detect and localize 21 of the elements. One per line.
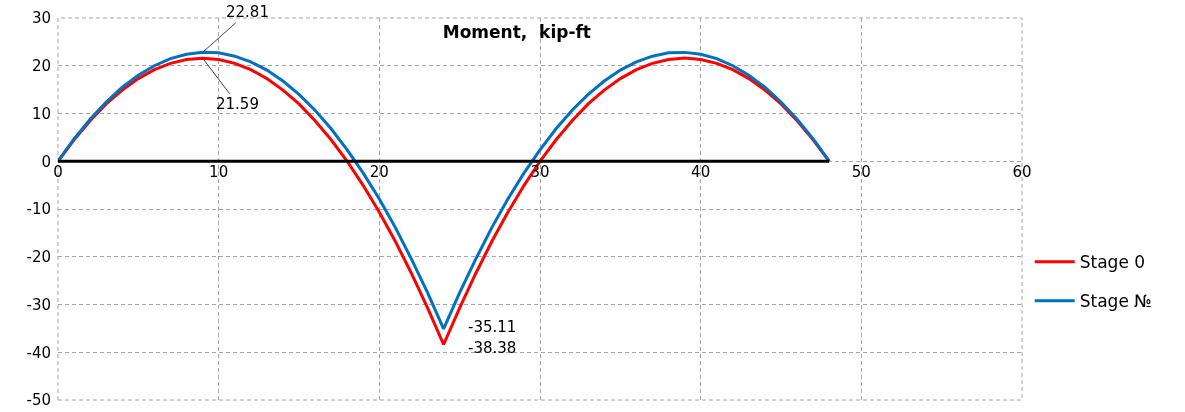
- data-label: -35.11: [468, 318, 517, 336]
- x-tick-label: 0: [53, 163, 63, 182]
- x-tick-label: 20: [369, 163, 389, 182]
- data-label: 21.59: [216, 95, 259, 113]
- y-tick-label: -10: [26, 200, 51, 219]
- y-tick-label: 30: [31, 9, 51, 28]
- x-tick-label: 40: [691, 163, 711, 182]
- y-tick-label: 20: [31, 57, 51, 75]
- x-tick-label: 60: [1012, 163, 1032, 182]
- legend-label: Stage №: [1079, 291, 1152, 312]
- y-tick-label: 10: [31, 104, 51, 123]
- legend-label: Stage 0: [1079, 252, 1146, 273]
- y-tick-label: -30: [26, 295, 51, 314]
- x-tick-label: 50: [851, 163, 871, 182]
- data-label: 22.81: [226, 3, 269, 21]
- y-tick-label: -50: [26, 391, 51, 410]
- chart-title: Moment, kip-ft: [442, 22, 591, 43]
- x-tick-label: 10: [209, 163, 229, 182]
- y-tick-label: -40: [26, 343, 51, 362]
- data-label: -38.38: [468, 339, 517, 357]
- y-tick-label: -20: [26, 248, 51, 266]
